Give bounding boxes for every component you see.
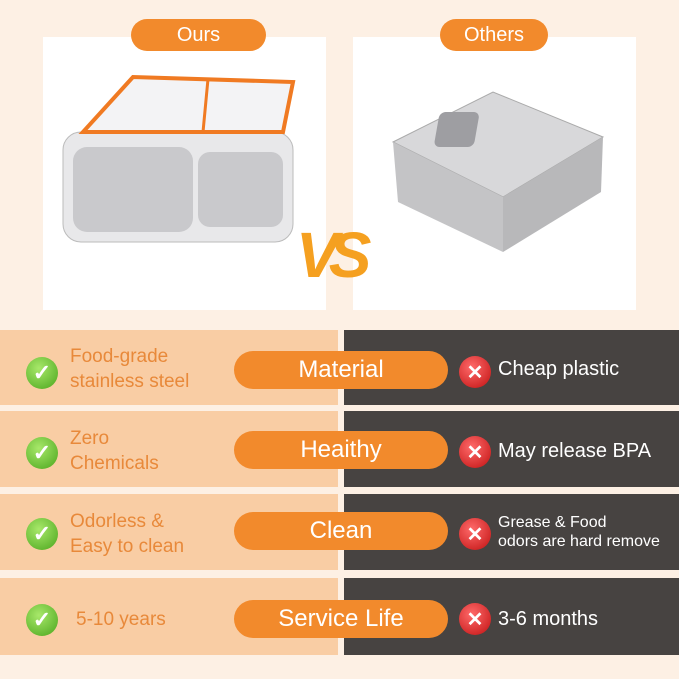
check-icon: ✓ [26,518,58,550]
category-pill: Heaithy [234,431,448,469]
plastic-container-illustration [391,91,605,252]
ours-text: Odorless & Easy to clean [70,511,185,557]
stainless-lunchbox-illustration [62,74,296,243]
vs-logo: VS [296,219,371,291]
others-label: Others [440,19,548,51]
others-text: Cheap plastic [498,358,620,380]
check-icon: ✓ [26,437,58,469]
x-icon: ✕ [459,603,491,635]
x-icon: ✕ [459,356,491,388]
category-pill: Material [234,351,448,389]
check-icon: ✓ [26,357,58,389]
ours-text: Zero Chemicals [70,428,159,474]
others-text: Grease & Food odors are hard remove [498,514,660,550]
ours-product-image [43,37,326,310]
ours-text: Food-grade stainless steel [70,346,190,392]
category-pill: Clean [234,512,448,550]
check-icon: ✓ [26,604,58,636]
others-text: May release BPA [498,440,652,462]
x-icon: ✕ [459,518,491,550]
ours-text: 5-10 years [76,609,166,630]
x-icon: ✕ [459,436,491,468]
others-product-image [353,37,636,310]
others-text: 3-6 months [498,608,599,630]
category-pill: Service Life [234,600,448,638]
ours-label: Ours [131,19,266,51]
